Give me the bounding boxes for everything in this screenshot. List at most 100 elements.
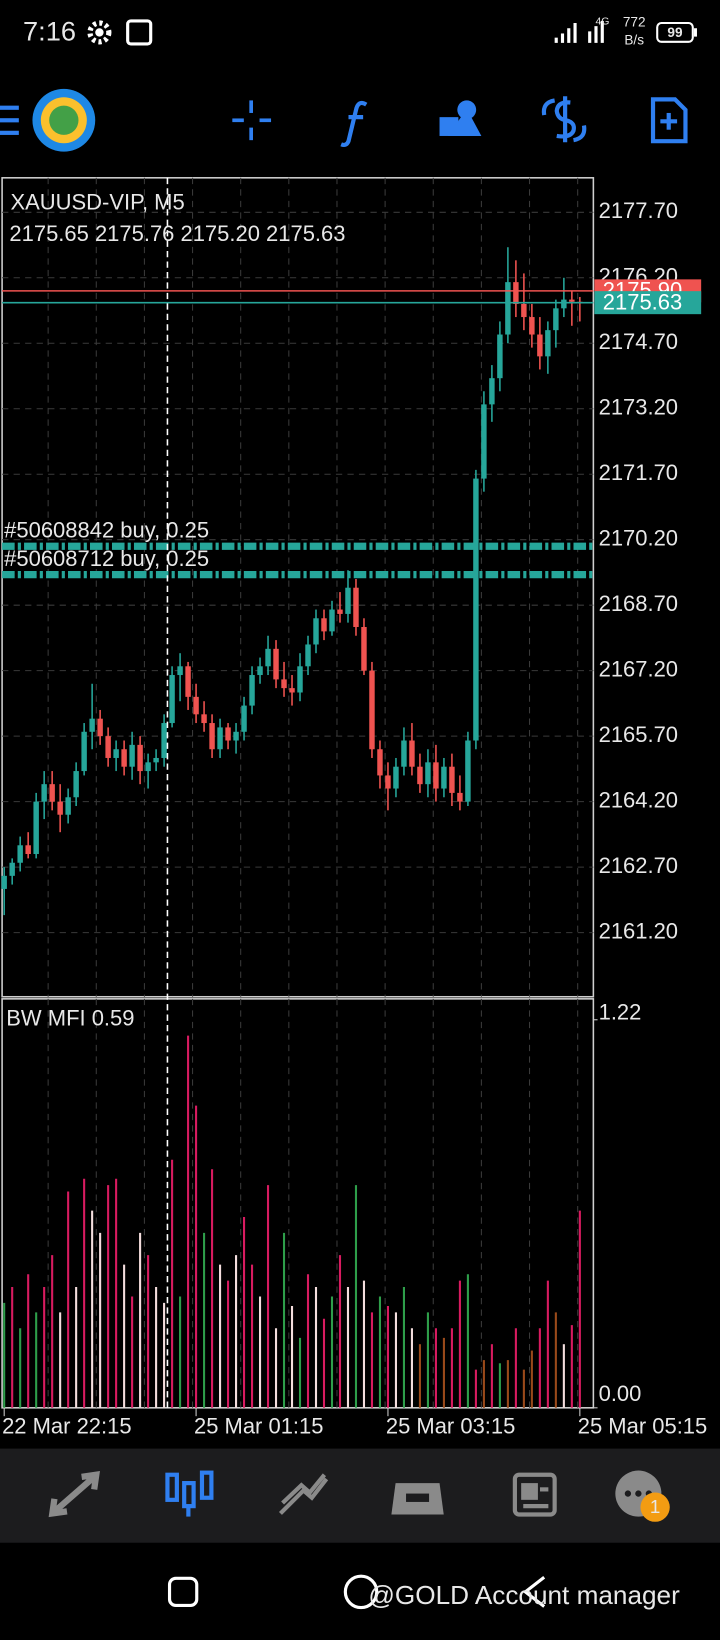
candle-body	[521, 303, 527, 318]
candle-body	[249, 675, 255, 706]
candle-body	[449, 766, 455, 793]
bottom-nav	[0, 1448, 720, 1543]
status-time: 7:16	[23, 16, 76, 47]
candle-body	[505, 282, 511, 335]
candle-body	[65, 797, 71, 815]
trade-tab[interactable]	[278, 1473, 329, 1515]
main-pane-frame	[1, 177, 595, 998]
candle-body	[233, 731, 239, 741]
y-tick-label: 2165.70	[599, 722, 678, 747]
candle-body	[201, 714, 207, 724]
candle-body	[185, 666, 191, 697]
back-button[interactable]	[522, 1576, 546, 1608]
candle-body	[49, 784, 55, 802]
network-type: 4G	[595, 17, 609, 28]
candle-body	[193, 696, 199, 715]
candle-body	[529, 317, 535, 335]
candle-body	[9, 862, 15, 876]
chart-tab[interactable]	[165, 1470, 214, 1517]
candle-body	[41, 784, 47, 802]
chat-tab[interactable]	[615, 1470, 670, 1522]
y-tick-label: 2173.20	[599, 395, 678, 420]
candle-body	[217, 727, 223, 750]
candle-body	[353, 587, 359, 628]
news-tab[interactable]	[512, 1472, 557, 1517]
net-speed-unit: B/s	[624, 32, 644, 47]
candle-body	[161, 723, 167, 758]
candle-body	[321, 618, 327, 632]
price-label: 2175.63	[603, 290, 682, 315]
candle-body	[81, 731, 87, 772]
candle-body	[177, 666, 183, 676]
trade-button[interactable]	[541, 96, 587, 143]
candle-body	[129, 744, 135, 767]
candle-body	[169, 675, 175, 724]
recents-button[interactable]	[167, 1576, 199, 1608]
candle-body	[465, 740, 471, 802]
watermark: @GOLD Account manager	[368, 1580, 680, 1610]
candle-body	[409, 740, 415, 767]
order-label: #50608842 buy, 0.25	[4, 517, 209, 542]
candle-body	[553, 308, 559, 331]
candle-body	[497, 334, 503, 379]
candle-body	[225, 727, 231, 741]
candle-body	[385, 775, 391, 789]
candle-body	[473, 478, 479, 741]
y-tick-label: 2177.70	[599, 198, 678, 223]
candle-body	[17, 845, 23, 863]
y-tick-label: 2168.70	[599, 591, 678, 616]
candle-body	[337, 609, 343, 614]
app-logo	[32, 88, 96, 152]
x-tick-label: 25 Mar 01:15	[194, 1413, 323, 1438]
candle-body	[265, 648, 271, 667]
candle-body	[377, 749, 383, 776]
candle-body	[289, 688, 295, 693]
y-tick-label: 2171.70	[599, 460, 678, 485]
candle-body	[33, 801, 39, 855]
chart-layer: 2177.702176.202174.702173.202171.702170.…	[1, 198, 707, 1438]
new-order-button[interactable]	[650, 97, 688, 144]
quotes-tab[interactable]	[48, 1471, 100, 1518]
candle-body	[297, 666, 303, 693]
candle-body	[25, 845, 31, 855]
candle-body	[393, 766, 399, 789]
objects-button[interactable]	[439, 100, 482, 136]
indicator-title: BW MFI 0.59	[6, 1006, 134, 1031]
chat-badge: 1	[650, 1496, 660, 1517]
candle-body	[273, 648, 279, 680]
candle-body	[361, 627, 367, 671]
y-tick-label: 2170.20	[599, 526, 678, 551]
candle-body	[569, 299, 575, 302]
candle-body	[73, 771, 79, 798]
candle-body	[57, 801, 63, 815]
chart-title: XAUUSD-VIP, M5	[10, 190, 184, 215]
candle-body	[241, 705, 247, 732]
home-button[interactable]	[343, 1574, 379, 1610]
battery-level: 99	[667, 25, 683, 40]
candle-body	[89, 718, 95, 732]
candle-body	[113, 749, 119, 758]
candle-body	[329, 609, 335, 632]
candle-body	[481, 404, 487, 479]
ohlc-readout: 2175.65 2175.76 2175.20 2175.63	[9, 221, 345, 246]
candle-body	[281, 679, 287, 689]
candle-body	[417, 766, 423, 785]
candle-body	[145, 762, 151, 772]
x-tick-label: 22 Mar 22:15	[2, 1413, 131, 1438]
candle-body	[97, 718, 103, 737]
net-speed: 772	[623, 15, 646, 30]
x-tick-label: 25 Mar 05:15	[578, 1413, 707, 1438]
candle-body	[121, 749, 127, 767]
indicators-button[interactable]	[340, 100, 368, 148]
x-tick-label: 25 Mar 03:15	[386, 1413, 515, 1438]
crosshair-button[interactable]	[232, 100, 272, 141]
history-tab[interactable]	[391, 1483, 444, 1515]
menu-button[interactable]	[0, 105, 19, 135]
y-tick-label: 1.22	[599, 999, 642, 1024]
candle-body	[345, 587, 351, 614]
candle-body	[537, 334, 543, 357]
candle-body	[257, 666, 263, 676]
